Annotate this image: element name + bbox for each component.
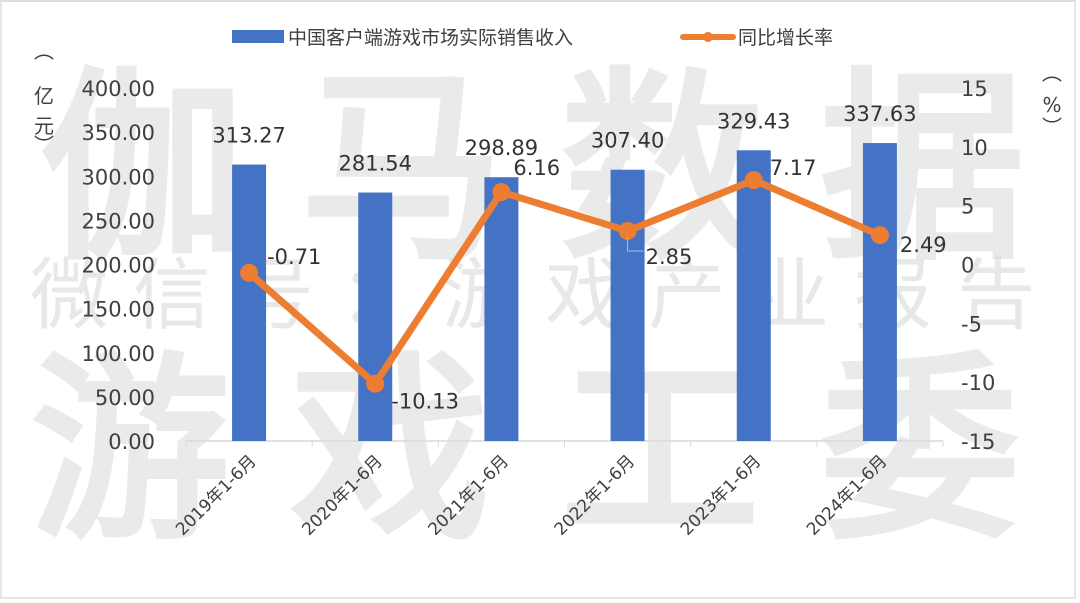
right-tick-label: 10 — [961, 136, 988, 160]
x-axis-categories: 2019年1-6月 2020年1-6月 2021年1-6月 2022年1-6月 2023… — [172, 451, 891, 539]
legend-label-growth: 同比增长率 — [738, 27, 833, 49]
growth-value-label: 6.16 — [513, 156, 560, 180]
legend: 中国客户端游戏市场实际销售收入 同比增长率 — [232, 27, 833, 49]
bar-value-label: 298.89 — [465, 136, 538, 160]
growth-value-label: -0.71 — [267, 245, 321, 269]
left-unit-char: ︵ — [34, 39, 54, 63]
legend-label-revenue: 中国客户端游戏市场实际销售收入 — [288, 27, 573, 49]
left-tick-label: 200.00 — [82, 254, 155, 278]
watermark-char: 数 — [560, 51, 765, 289]
bar-value-label: 329.43 — [717, 109, 790, 133]
line-marker[interactable] — [870, 226, 889, 245]
left-tick-label: 350.00 — [82, 121, 155, 145]
bar[interactable] — [610, 169, 645, 442]
right-tick-label: -10 — [961, 371, 995, 395]
left-tick-label: 250.00 — [82, 209, 155, 233]
line-marker[interactable] — [492, 183, 511, 202]
bar[interactable] — [862, 143, 897, 442]
right-tick-label: 15 — [961, 77, 988, 101]
legend-marker-icon — [703, 32, 713, 42]
legend-item-growth[interactable]: 同比增长率 — [680, 27, 833, 49]
watermark-char: 游 — [30, 335, 230, 568]
line-series — [240, 171, 889, 393]
watermark-char: 据 — [820, 51, 1025, 289]
watermark-char: 工 — [560, 335, 760, 568]
left-axis-unit: ︵ 亿元︶ — [34, 39, 54, 157]
watermark-char: 马 — [300, 51, 505, 289]
left-tick-label: 400.00 — [82, 77, 155, 101]
growth-value-label: 7.17 — [770, 156, 817, 180]
watermark-char: 戏 — [545, 251, 623, 341]
watermark-char: 委 — [820, 335, 1020, 568]
watermark-char: 产 — [648, 251, 726, 341]
left-unit-char: 元 — [34, 114, 54, 138]
bar-series — [232, 143, 897, 442]
right-tick-label: 0 — [961, 254, 974, 278]
bar-value-label: 281.54 — [339, 152, 412, 176]
right-tick-label: 5 — [961, 195, 974, 219]
bar[interactable] — [484, 177, 519, 442]
right-tick-label: -15 — [961, 430, 995, 454]
bar-data-labels: 313.27 281.54 298.89 307.40 329.43 337.63 — [212, 102, 916, 175]
left-unit-char: ︶ — [34, 133, 54, 157]
left-tick-label: 50.00 — [95, 386, 155, 410]
left-tick-label: 150.00 — [82, 298, 155, 322]
watermark-char: 信 — [133, 251, 211, 341]
watermark-char: 告 — [957, 251, 1035, 341]
left-tick-label: 100.00 — [82, 342, 155, 366]
legend-bar-swatch-icon — [232, 30, 284, 43]
bar[interactable] — [736, 150, 771, 442]
growth-value-label: 2.85 — [646, 245, 693, 269]
bar[interactable] — [232, 164, 267, 441]
watermark-char: 微 — [30, 251, 108, 341]
legend-item-revenue[interactable]: 中国客户端游戏市场实际销售收入 — [232, 27, 573, 49]
watermark-char: 伽 — [40, 51, 245, 289]
right-unit-char: % — [1042, 93, 1061, 117]
left-tick-label: 0.00 — [108, 430, 155, 454]
leader-line — [627, 236, 644, 252]
line-marker[interactable] — [366, 374, 385, 393]
right-unit-char: ︵ — [1042, 61, 1062, 85]
left-tick-label: 300.00 — [82, 165, 155, 189]
bar-value-label: 313.27 — [212, 124, 285, 148]
bar[interactable] — [358, 192, 393, 441]
left-unit-char: 亿 — [34, 84, 54, 108]
left-axis-ticks: 400.00 350.00 300.00 250.00 200.00 150.00 100.… — [82, 77, 155, 454]
line-marker[interactable] — [618, 221, 637, 240]
x-axis-tick-marks — [185, 441, 944, 447]
growth-line — [245, 176, 884, 388]
line-marker[interactable] — [744, 171, 763, 190]
bar-value-label: 307.40 — [591, 129, 664, 153]
right-axis-unit: ︵%︶ — [1042, 61, 1062, 139]
line-data-labels: -0.71 -10.13 6.16 2.85 7.17 2.49 — [267, 156, 947, 414]
right-axis-ticks: 15 10 5 0 -5 -10 -15 — [961, 77, 995, 454]
right-unit-char: ︶ — [1042, 115, 1062, 139]
bar-value-label: 337.63 — [843, 102, 916, 126]
right-tick-label: -5 — [961, 312, 982, 336]
growth-value-label: 2.49 — [900, 233, 947, 257]
line-marker[interactable] — [240, 263, 259, 282]
growth-value-label: -10.13 — [391, 390, 459, 414]
